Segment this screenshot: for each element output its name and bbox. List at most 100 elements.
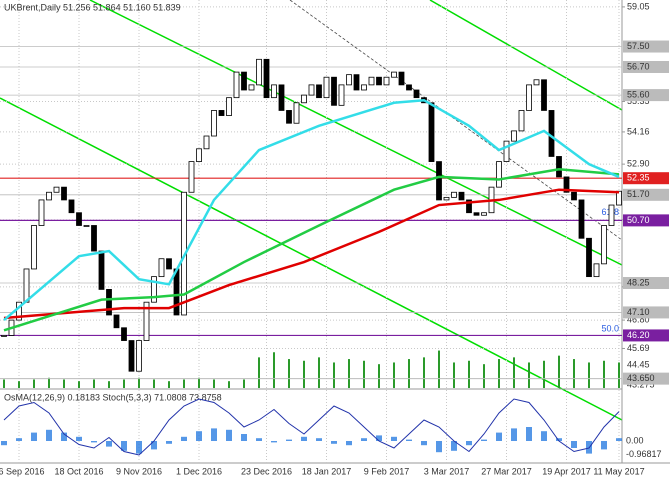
osma-bar bbox=[256, 438, 262, 441]
osma-bar bbox=[466, 441, 472, 446]
osma-bar bbox=[541, 431, 547, 441]
volume-bar bbox=[423, 357, 425, 388]
candle bbox=[443, 196, 450, 201]
candle bbox=[241, 71, 247, 91]
candle bbox=[571, 191, 577, 201]
volume-tick-label: 44.45 bbox=[627, 359, 650, 369]
x-tick-label: 9 Feb 2017 bbox=[364, 466, 410, 476]
volume-bar bbox=[468, 360, 470, 388]
osma-bar bbox=[406, 439, 412, 441]
candle bbox=[136, 340, 142, 372]
candle bbox=[383, 76, 390, 86]
candle bbox=[346, 74, 352, 86]
volume-bar bbox=[228, 381, 230, 388]
candle bbox=[248, 84, 255, 91]
candle bbox=[503, 140, 510, 162]
volume-bar bbox=[543, 360, 545, 388]
candle bbox=[428, 102, 435, 162]
osma-bar bbox=[331, 441, 337, 444]
osma-bar bbox=[211, 428, 217, 441]
volume-bar bbox=[483, 364, 485, 388]
candle bbox=[548, 110, 555, 157]
candle bbox=[83, 225, 90, 227]
volume-bar bbox=[528, 362, 530, 388]
fib-line bbox=[289, 0, 623, 241]
candle bbox=[316, 84, 322, 99]
moving-average bbox=[3, 188, 620, 320]
osma-bar bbox=[616, 438, 622, 441]
moving-average bbox=[3, 167, 620, 332]
candle bbox=[113, 314, 120, 329]
osma-bar bbox=[181, 436, 187, 441]
candle bbox=[466, 199, 472, 214]
candle bbox=[361, 84, 367, 91]
volume-bar bbox=[63, 379, 65, 388]
candle bbox=[451, 191, 457, 198]
candle bbox=[53, 186, 60, 193]
candle bbox=[151, 276, 157, 303]
y-tick-label: 59.05 bbox=[627, 1, 650, 11]
candle bbox=[256, 58, 262, 86]
y-tick-label: 46.80 bbox=[627, 314, 650, 324]
candle bbox=[31, 225, 37, 270]
x-tick-label: 27 Mar 2017 bbox=[481, 466, 532, 476]
x-tick-label: 3 Mar 2017 bbox=[424, 466, 470, 476]
volume-bar bbox=[3, 379, 5, 388]
x-tick-label: 9 Nov 2016 bbox=[116, 466, 162, 476]
candle bbox=[188, 161, 195, 193]
candle bbox=[601, 225, 607, 265]
candle bbox=[38, 199, 45, 226]
level-label: 52.35 bbox=[627, 173, 650, 183]
osma-bar bbox=[496, 432, 502, 441]
volume-bar bbox=[363, 360, 365, 388]
osma-bar bbox=[1, 441, 7, 446]
osma-bar bbox=[571, 441, 577, 448]
level-box bbox=[623, 277, 669, 290]
osma-bar bbox=[226, 429, 232, 441]
candle bbox=[233, 71, 240, 99]
candle bbox=[98, 250, 105, 290]
osma-bar bbox=[151, 441, 157, 450]
osma-bar bbox=[451, 441, 457, 451]
volume-bar bbox=[258, 357, 260, 388]
candle bbox=[46, 191, 52, 201]
chart-title: UKBrent,Daily 51.256 51.864 51.160 51.83… bbox=[4, 2, 181, 12]
level-label: 48.25 bbox=[627, 277, 650, 287]
candle bbox=[593, 263, 600, 278]
candle bbox=[398, 71, 405, 86]
volume-bar bbox=[168, 381, 170, 388]
candle bbox=[61, 186, 67, 201]
volume-bar bbox=[333, 362, 335, 388]
volume-bar bbox=[513, 357, 515, 388]
x-tick-label: 11 May 2017 bbox=[593, 466, 644, 476]
x-tick-label: 18 Oct 2016 bbox=[54, 466, 103, 476]
y-tick-label: 52.90 bbox=[627, 159, 650, 169]
volume-bar bbox=[153, 379, 155, 388]
x-tick-label: 18 Jan 2017 bbox=[302, 466, 352, 476]
candle bbox=[203, 135, 210, 150]
volume-bar bbox=[318, 357, 320, 388]
osma-bar bbox=[436, 441, 442, 453]
candle bbox=[121, 327, 127, 341]
level-label: 56.70 bbox=[627, 61, 650, 71]
osma-bar bbox=[136, 441, 142, 454]
level-label: 43.650 bbox=[627, 373, 655, 383]
osma-bar bbox=[601, 441, 607, 450]
level-label: 55.60 bbox=[627, 89, 650, 99]
osma-bar bbox=[316, 438, 322, 441]
candle bbox=[166, 258, 172, 270]
osma-bar bbox=[166, 441, 172, 444]
candle bbox=[286, 110, 292, 124]
osma-bar bbox=[61, 432, 67, 441]
x-tick-label: 23 Dec 2016 bbox=[241, 466, 292, 476]
candle bbox=[376, 76, 382, 86]
candle bbox=[278, 84, 285, 111]
volume-bar bbox=[393, 362, 395, 388]
candle bbox=[293, 102, 300, 124]
osma-bar bbox=[76, 436, 82, 441]
volume-bar bbox=[138, 377, 140, 388]
candle bbox=[541, 79, 547, 111]
candle bbox=[218, 110, 225, 116]
volume-bar bbox=[408, 359, 410, 388]
